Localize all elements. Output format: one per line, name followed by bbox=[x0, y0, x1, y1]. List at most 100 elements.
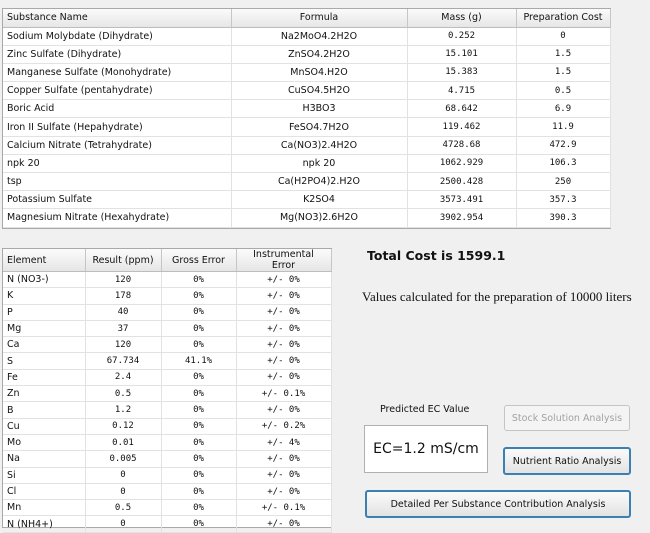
formula-cell: H3BO3 bbox=[231, 99, 408, 119]
table-row[interactable]: N (NH4+) 0 0% +/- 0% bbox=[3, 515, 332, 533]
result-ppm-cell: 0 bbox=[85, 467, 162, 484]
result-ppm-cell: 0.005 bbox=[85, 450, 162, 468]
preparation-cost-cell: 0 bbox=[516, 27, 611, 46]
table-row[interactable]: Ca 120 0% +/- 0% bbox=[3, 336, 332, 354]
table-row[interactable]: P 40 0% +/- 0% bbox=[3, 304, 332, 321]
gross-error-cell: 41.1% bbox=[161, 352, 237, 370]
gross-error-cell: 0% bbox=[161, 320, 237, 338]
substance-name-cell: Sodium Molybdate (Dihydrate) bbox=[3, 27, 232, 46]
table-row[interactable]: N (NO3-) 120 0% +/- 0% bbox=[3, 271, 332, 289]
element-cell: Cl bbox=[3, 483, 86, 501]
table-row[interactable]: Mo 0.01 0% +/- 4% bbox=[3, 434, 332, 452]
table-row[interactable]: Cl 0 0% +/- 0% bbox=[3, 483, 332, 501]
preparation-cost-cell: 0.5 bbox=[516, 81, 611, 101]
result-ppm-cell: 178 bbox=[85, 287, 162, 305]
gross-error-cell: 0% bbox=[161, 304, 237, 321]
instrumental-error-cell: +/- 0% bbox=[236, 352, 332, 370]
instrumental-error-cell: +/- 0% bbox=[236, 515, 332, 533]
stock-solution-analysis-button[interactable]: Stock Solution Analysis bbox=[504, 405, 630, 431]
column-header-result[interactable]: Result (ppm) bbox=[85, 249, 162, 272]
table-row[interactable]: Zinc Sulfate (Dihydrate) ZnSO4.2H2O 15.101… bbox=[3, 45, 611, 64]
formula-cell: Mg(NO3)2.6H2O bbox=[231, 208, 408, 228]
formula-cell: ZnSO4.2H2O bbox=[231, 45, 408, 64]
gross-error-cell: 0% bbox=[161, 369, 237, 387]
mass-cell: 4728.68 bbox=[407, 136, 517, 155]
instrumental-error-cell: +/- 0% bbox=[236, 450, 332, 468]
table-row[interactable]: Cu 0.12 0% +/- 0.2% bbox=[3, 418, 332, 435]
table-row[interactable]: B 1.2 0% +/- 0% bbox=[3, 401, 332, 419]
result-ppm-cell: 0.5 bbox=[85, 499, 162, 517]
ec-value-label: Predicted EC Value bbox=[380, 404, 470, 415]
instrumental-error-cell: +/- 0% bbox=[236, 271, 332, 289]
column-header-element[interactable]: Element bbox=[3, 249, 86, 272]
gross-error-cell: 0% bbox=[161, 499, 237, 517]
substance-name-cell: npk 20 bbox=[3, 154, 232, 174]
ec-value-text: EC=1.2 mS/cm bbox=[373, 441, 479, 457]
mass-cell: 3902.954 bbox=[407, 208, 517, 228]
element-cell: P bbox=[3, 304, 86, 321]
instrumental-error-cell: +/- 0% bbox=[236, 467, 332, 484]
mass-cell: 119.462 bbox=[407, 117, 517, 137]
table-row[interactable]: Copper Sulfate (pentahydrate) CuSO4.5H2O 4… bbox=[3, 81, 611, 101]
column-header-formula[interactable]: Formula bbox=[231, 9, 408, 28]
mass-cell: 15.101 bbox=[407, 45, 517, 64]
table-row[interactable]: Magnesium Nitrate (Hexahydrate) Mg(NO3)2.… bbox=[3, 208, 611, 228]
table-row[interactable]: Mg 37 0% +/- 0% bbox=[3, 320, 332, 338]
gross-error-cell: 0% bbox=[161, 385, 237, 403]
preparation-cost-cell: 1.5 bbox=[516, 63, 611, 83]
preparation-cost-cell: 390.3 bbox=[516, 208, 611, 228]
preparation-cost-cell: 6.9 bbox=[516, 99, 611, 119]
column-header-preparation-cost[interactable]: Preparation Cost bbox=[516, 9, 611, 28]
substance-name-cell: Potassium Sulfate bbox=[3, 190, 232, 210]
element-results-table[interactable]: Element Result (ppm) Gross Error Instrum… bbox=[2, 248, 332, 533]
preparation-cost-cell: 1.5 bbox=[516, 45, 611, 64]
mass-cell: 68.642 bbox=[407, 99, 517, 119]
preparation-cost-cell: 472.9 bbox=[516, 136, 611, 155]
table-row[interactable]: K 178 0% +/- 0% bbox=[3, 287, 332, 305]
element-cell: Cu bbox=[3, 418, 86, 435]
table-row[interactable]: Calcium Nitrate (Tetrahydrate) Ca(NO3)2.4… bbox=[3, 136, 611, 155]
element-cell: Fe bbox=[3, 369, 86, 387]
formula-cell: K2SO4 bbox=[231, 190, 408, 210]
column-header-substance-name[interactable]: Substance Name bbox=[3, 9, 232, 28]
table-row[interactable]: Boric Acid H3BO3 68.642 6.9 bbox=[3, 99, 611, 119]
substances-header-row: Substance Name Formula Mass (g) Preparat… bbox=[3, 9, 611, 28]
mass-cell: 2500.428 bbox=[407, 172, 517, 192]
ec-value-display: EC=1.2 mS/cm bbox=[364, 425, 488, 473]
table-row[interactable]: Manganese Sulfate (Monohydrate) MnSO4.H2O… bbox=[3, 63, 611, 83]
element-cell: N (NO3-) bbox=[3, 271, 86, 289]
table-row[interactable]: Mn 0.5 0% +/- 0.1% bbox=[3, 499, 332, 517]
table-row[interactable]: Iron II Sulfate (Hepahydrate) FeSO4.7H2O 1… bbox=[3, 117, 611, 137]
formula-cell: Ca(H2PO4)2.H2O bbox=[231, 172, 408, 192]
table-row[interactable]: npk 20 npk 20 1062.929 106.3 bbox=[3, 154, 611, 174]
column-header-instrumental-error[interactable]: Instrumental Error bbox=[236, 249, 332, 272]
gross-error-cell: 0% bbox=[161, 336, 237, 354]
result-ppm-cell: 120 bbox=[85, 336, 162, 354]
gross-error-cell: 0% bbox=[161, 467, 237, 484]
table-row[interactable]: tsp Ca(H2PO4)2.H2O 2500.428 250 bbox=[3, 172, 611, 192]
table-row[interactable]: Sodium Molybdate (Dihydrate) Na2MoO4.2H2O… bbox=[3, 27, 611, 46]
total-cost-label: Total Cost is 1599.1 bbox=[367, 248, 506, 263]
mass-cell: 1062.929 bbox=[407, 154, 517, 174]
formula-cell: MnSO4.H2O bbox=[231, 63, 408, 83]
detailed-contribution-analysis-button[interactable]: Detailed Per Substance Contribution Anal… bbox=[365, 490, 631, 518]
result-ppm-cell: 0 bbox=[85, 515, 162, 533]
result-ppm-cell: 0.01 bbox=[85, 434, 162, 452]
substances-table[interactable]: Substance Name Formula Mass (g) Preparat… bbox=[2, 8, 611, 229]
element-cell: N (NH4+) bbox=[3, 515, 86, 533]
column-header-gross-error[interactable]: Gross Error bbox=[161, 249, 237, 272]
result-ppm-cell: 37 bbox=[85, 320, 162, 338]
table-row[interactable]: Zn 0.5 0% +/- 0.1% bbox=[3, 385, 332, 403]
nutrient-ratio-analysis-button[interactable]: Nutrient Ratio Analysis bbox=[503, 447, 631, 475]
table-row[interactable]: Potassium Sulfate K2SO4 3573.491 357.3 bbox=[3, 190, 611, 210]
element-cell: K bbox=[3, 287, 86, 305]
table-row[interactable]: Si 0 0% +/- 0% bbox=[3, 467, 332, 484]
instrumental-error-cell: +/- 0% bbox=[236, 304, 332, 321]
column-header-mass[interactable]: Mass (g) bbox=[407, 9, 517, 28]
result-ppm-cell: 0 bbox=[85, 483, 162, 501]
instrumental-error-cell: +/- 0% bbox=[236, 483, 332, 501]
table-row[interactable]: S 67.734 41.1% +/- 0% bbox=[3, 352, 332, 370]
table-row[interactable]: Na 0.005 0% +/- 0% bbox=[3, 450, 332, 468]
result-ppm-cell: 120 bbox=[85, 271, 162, 289]
table-row[interactable]: Fe 2.4 0% +/- 0% bbox=[3, 369, 332, 387]
